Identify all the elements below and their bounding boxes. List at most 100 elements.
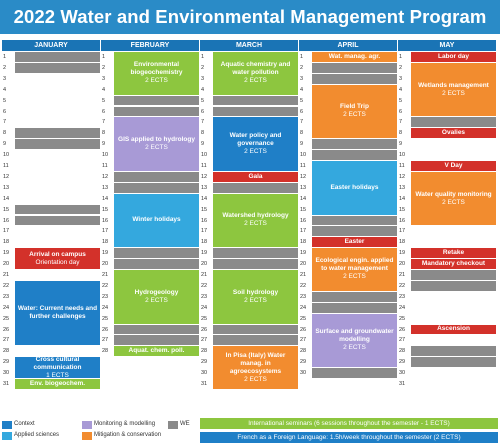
legend-swatch [82, 421, 92, 429]
course-block: Easter [312, 237, 397, 248]
course-block: Easter holidays [312, 161, 397, 215]
day-number: 19 [101, 248, 113, 259]
day-number: 29 [299, 357, 311, 368]
course-block: Water quality monitoring 2 ECTS [411, 171, 496, 226]
course-block: Arrival on campus Orientation day [15, 248, 100, 269]
day-number: 27 [200, 335, 212, 346]
course-block: Labor day [411, 52, 496, 62]
course-title: Environmental biogeochemistry [130, 61, 183, 77]
weekend-cell [213, 324, 298, 335]
course-credits: 2 ECTS [244, 148, 267, 156]
day-number: 14 [299, 194, 311, 204]
course-credits: 2 ECTS [442, 198, 465, 206]
legend-label: Mitigation & conservation [94, 432, 162, 438]
course-block: Env. biogeochem. [15, 379, 100, 389]
day-cell [15, 270, 100, 280]
day-number: 8 [2, 128, 14, 139]
day-cell [411, 150, 496, 160]
day-number: 26 [2, 325, 14, 335]
day-number: 24 [101, 303, 113, 313]
weekend-cell [312, 62, 397, 73]
day-number: 28 [101, 346, 113, 357]
day-number: 15 [398, 205, 410, 215]
day-number: 5 [299, 96, 311, 106]
day-number: 4 [101, 85, 113, 95]
course-block: V Day [411, 161, 496, 171]
day-number: 26 [398, 325, 410, 335]
day-number: 16 [398, 216, 410, 226]
course-block: Ecological engin. applied to water manag… [312, 248, 397, 291]
day-number: 9 [398, 139, 410, 150]
course-credits: Orientation day [35, 258, 80, 266]
course-block: Hydrogeology 2 ECTS [114, 270, 199, 324]
legend-label: Context [14, 421, 35, 427]
page-title: 2022 Water and Environmental Management … [0, 0, 500, 34]
day-number: 3 [398, 74, 410, 84]
seminars-bar: International seminars (6 sessions throu… [200, 418, 498, 429]
day-number: 16 [2, 216, 14, 226]
course-credits: 2 ECTS [244, 220, 267, 228]
course-credits: 2 ECTS [244, 375, 267, 383]
day-number: 24 [398, 303, 410, 313]
day-cell [15, 171, 100, 182]
course-title: Easter holidays [330, 183, 379, 191]
day-number: 18 [101, 237, 113, 248]
day-number: 19 [299, 248, 311, 259]
day-number: 6 [398, 107, 410, 117]
day-number: 8 [299, 128, 311, 139]
weekend-cell [114, 106, 199, 117]
day-number: 31 [2, 379, 14, 389]
weekend-cell [114, 95, 199, 106]
day-number: 11 [2, 161, 14, 171]
day-number: 30 [299, 368, 311, 378]
day-number: 18 [2, 237, 14, 248]
day-number: 25 [2, 314, 14, 324]
weekend-cell [114, 324, 199, 335]
day-number: 13 [2, 183, 14, 193]
day-number: 18 [299, 237, 311, 248]
day-number: 20 [200, 259, 212, 269]
day-number: 8 [398, 128, 410, 139]
day-number: 6 [2, 107, 14, 117]
day-number: 17 [200, 226, 212, 237]
day-number: 29 [200, 357, 212, 368]
day-number: 6 [299, 107, 311, 117]
day-number: 14 [2, 194, 14, 204]
day-number: 13 [398, 183, 410, 193]
day-number: 23 [101, 292, 113, 302]
weekend-cell [114, 171, 199, 182]
day-number: 11 [200, 161, 212, 171]
course-block: Water policy and governance 2 ECTS [213, 117, 298, 171]
course-credits: 2 ECTS [343, 111, 366, 119]
day-cell [15, 161, 100, 171]
month-january: JANUARY 1 2 3 4 5 6 7 8 9 10 11 12 13 14 15 16 17 18 19 20 21… [2, 40, 100, 390]
course-credits: 2 ECTS [145, 296, 168, 304]
day-number: 29 [2, 357, 14, 368]
day-number: 14 [200, 194, 212, 204]
legend-swatch [2, 432, 12, 440]
day-cell [15, 226, 100, 237]
day-number: 20 [101, 259, 113, 269]
day-number: 16 [101, 216, 113, 226]
day-number: 28 [398, 346, 410, 357]
course-title: Water: Current needs and further challen… [17, 305, 98, 321]
weekend-cell [213, 106, 298, 117]
day-number: 10 [2, 150, 14, 160]
day-number: 3 [2, 74, 14, 84]
day-number: 31 [200, 379, 212, 389]
day-number: 11 [299, 161, 311, 171]
course-title: Wetlands management [418, 81, 489, 89]
legend-swatch [2, 421, 12, 429]
course-title: Ascension [437, 325, 470, 333]
course-credits: 2 ECTS [244, 77, 267, 85]
day-number: 26 [101, 325, 113, 335]
course-block: Soil hydrology 2 ECTS [213, 270, 298, 324]
month-march: MARCH 1 2 3 4 5 6 7 8 9 10 11 12 13 14 15 16 17 18 19 20 21 22… [200, 40, 298, 390]
weekend-cell [213, 248, 298, 259]
day-number: 16 [200, 216, 212, 226]
day-number: 21 [200, 270, 212, 280]
day-cell [411, 226, 496, 237]
course-title: Aquat. chem. poll. [128, 347, 185, 355]
day-cell [15, 193, 100, 204]
